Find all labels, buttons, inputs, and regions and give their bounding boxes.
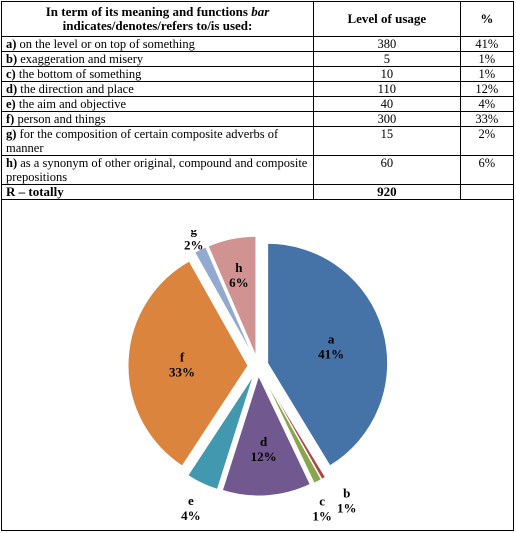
slice-percent-d: 12%: [251, 449, 277, 464]
row-label: f) person and things: [1, 111, 314, 127]
row-label: e) the aim and objective: [1, 96, 314, 112]
pie-slice-a: [267, 242, 389, 467]
slice-label-g: g: [191, 230, 198, 238]
pie-slice-g: [194, 246, 255, 358]
slice-label-a: a: [328, 331, 335, 346]
table-row: a) on the level or on top of something 38…: [1, 36, 515, 52]
row-key: d): [6, 82, 18, 96]
row-label: d) the direction and place: [1, 81, 314, 97]
header-percent: %: [459, 1, 515, 37]
pie-chart: a41%b1%c1%d12%e4%f33%g2%h6%: [127, 230, 389, 523]
row-text: the bottom of something: [18, 67, 142, 81]
pie-slice-c: [262, 374, 323, 484]
row-usage: 10: [313, 66, 461, 82]
slice-label-b: b: [343, 486, 350, 501]
row-key: e): [6, 97, 16, 111]
row-percent: 4%: [459, 96, 515, 112]
row-text: for the composition of certain composite…: [6, 127, 279, 155]
slice-percent-e: 4%: [181, 508, 201, 523]
row-usage: 60: [313, 155, 461, 185]
row-label: b) exaggeration and misery: [1, 51, 314, 67]
slice-label-e: e: [188, 493, 194, 508]
slice-percent-h: 6%: [229, 275, 249, 290]
slice-percent-c: 1%: [312, 508, 332, 523]
slice-label-c: c: [319, 493, 325, 508]
pie-slice-f: [127, 260, 249, 467]
row-text: on the level or on top of something: [19, 37, 195, 51]
table-header-row: In term of its meaning and functions bar…: [1, 1, 515, 37]
slice-percent-b: 1%: [337, 501, 357, 516]
row-text: the direction and place: [20, 82, 134, 96]
table-total-row: R – totally 920: [1, 184, 515, 200]
table-row: f) person and things 300 33%: [1, 111, 515, 127]
row-usage: 380: [313, 36, 461, 52]
usage-table: In term of its meaning and functions bar…: [1, 1, 515, 200]
slice-percent-a: 41%: [318, 346, 344, 361]
slice-percent-f: 33%: [169, 364, 195, 379]
row-usage: 40: [313, 96, 461, 112]
pie-slice-e: [187, 374, 255, 491]
total-label: R – totally: [1, 184, 314, 200]
table-row: e) the aim and objective 40 4%: [1, 96, 515, 112]
row-key: g): [6, 127, 17, 141]
row-key: f): [6, 112, 15, 126]
header-meaning-text: In term of its meaning and functions: [45, 4, 252, 19]
table-row: b) exaggeration and misery 5 1%: [1, 51, 515, 67]
row-percent: 2%: [459, 126, 515, 156]
row-text: person and things: [17, 112, 106, 126]
table-row: c) the bottom of something 10 1%: [1, 66, 515, 82]
row-text: the aim and objective: [18, 97, 127, 111]
row-label: a) on the level or on top of something: [1, 36, 314, 52]
row-percent: 1%: [459, 66, 515, 82]
row-key: c): [6, 67, 16, 81]
pie-slice-b: [262, 374, 327, 480]
row-percent: 1%: [459, 51, 515, 67]
header-meaning: In term of its meaning and functions bar…: [1, 1, 314, 37]
row-usage: 15: [313, 126, 461, 156]
slice-percent-g: 2%: [184, 238, 204, 253]
table-row: d) the direction and place 110 12%: [1, 81, 515, 97]
slice-label-d: d: [260, 434, 268, 449]
header-meaning-text-2: indicates/denotes/refers to/is used:: [62, 18, 253, 33]
row-label: h) as a synonym of other original, compo…: [1, 155, 314, 185]
row-percent: 33%: [459, 111, 515, 127]
pie-slice-d: [221, 374, 311, 497]
total-usage: 920: [313, 184, 461, 200]
table-row: g) for the composition of certain compos…: [1, 126, 515, 156]
row-usage: 5: [313, 51, 461, 67]
header-level: Level of usage: [313, 1, 461, 37]
total-percent: [459, 184, 515, 200]
row-percent: 41%: [459, 36, 515, 52]
row-text: as a synonym of other original, compound…: [6, 156, 308, 184]
row-percent: 6%: [459, 155, 515, 185]
slice-label-h: h: [235, 260, 243, 275]
header-meaning-em: bar: [251, 4, 270, 19]
row-usage: 110: [313, 81, 461, 97]
row-key: a): [6, 37, 17, 51]
row-usage: 300: [313, 111, 461, 127]
row-text: exaggeration and misery: [20, 52, 144, 66]
row-label: g) for the composition of certain compos…: [1, 126, 314, 156]
row-key: h): [6, 156, 18, 170]
pie-slice-h: [207, 235, 257, 357]
row-label: c) the bottom of something: [1, 66, 314, 82]
row-percent: 12%: [459, 81, 515, 97]
row-key: b): [6, 52, 18, 66]
slice-label-f: f: [180, 349, 185, 364]
table-row: h) as a synonym of other original, compo…: [1, 155, 515, 185]
